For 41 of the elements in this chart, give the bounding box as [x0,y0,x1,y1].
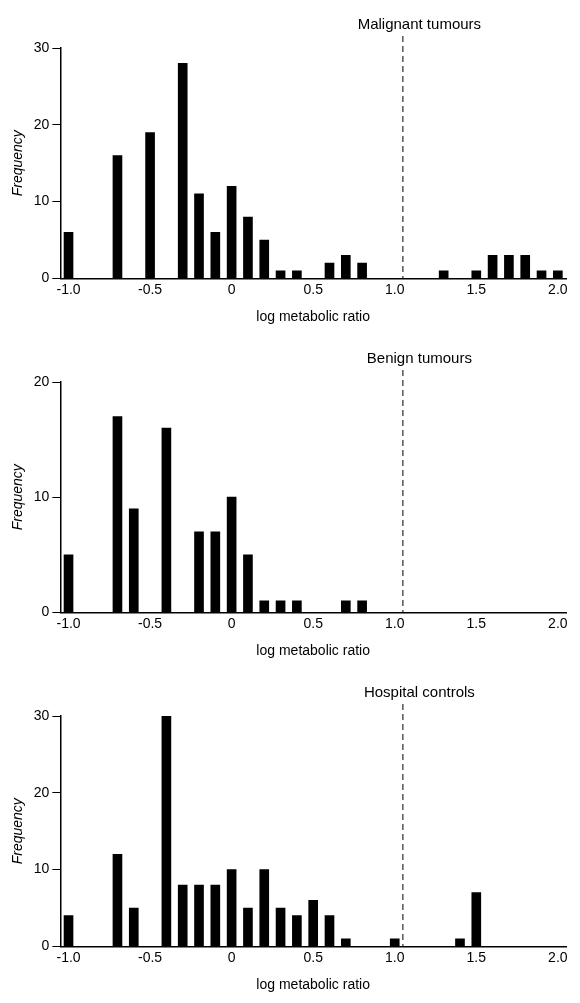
y-tick-label: 20 [33,783,50,800]
y-tick-label: 0 [41,603,50,620]
x-axis-title: log metabolic ratio [256,642,371,659]
y-tick-label: 0 [41,937,50,954]
x-tick-label: 1.5 [466,948,487,965]
y-axis-title: Frequency [9,129,26,197]
x-tick-label: -1.0 [56,614,81,631]
y-tick-label: 20 [33,372,50,389]
x-axis-title: log metabolic ratio [256,976,371,993]
x-tick-label: 1.0 [385,948,405,965]
chart-title: Malignant tumours [357,14,482,32]
x-tick-label: 0 [227,280,236,297]
y-tick-label: 0 [41,269,50,286]
x-tick-label: 0.5 [303,614,324,631]
x-tick-label: 0.5 [303,948,324,965]
x-tick-label: -1.0 [56,280,81,297]
x-tick-label: 0 [227,948,236,965]
x-tick-label: 2.0 [548,614,568,631]
x-tick-label: 1.5 [466,614,487,631]
chart-title: Benign tumours [366,348,472,366]
x-tick-label: -0.5 [138,948,163,965]
y-tick-label: 20 [33,115,50,132]
x-tick-label: 1.0 [385,614,405,631]
chart-title: Hospital controls [363,682,475,700]
y-tick-label: 10 [33,192,50,209]
x-tick-label: 2.0 [548,948,568,965]
x-tick-label: -0.5 [138,280,163,297]
x-tick-label: -1.0 [56,948,81,965]
y-tick-label: 30 [33,38,50,55]
x-tick-label: 1.0 [385,280,405,297]
y-tick-label: 10 [33,860,50,877]
x-axis-title: log metabolic ratio [256,308,371,325]
y-tick-label: 30 [33,706,50,723]
x-tick-label: 0 [227,614,236,631]
x-tick-label: 2.0 [548,280,568,297]
x-tick-label: 0.5 [303,280,324,297]
y-axis-title: Frequency [9,463,26,531]
x-tick-label: -0.5 [138,614,163,631]
x-tick-label: 1.5 [466,280,487,297]
y-tick-label: 10 [33,488,50,505]
y-axis-title: Frequency [9,797,26,865]
